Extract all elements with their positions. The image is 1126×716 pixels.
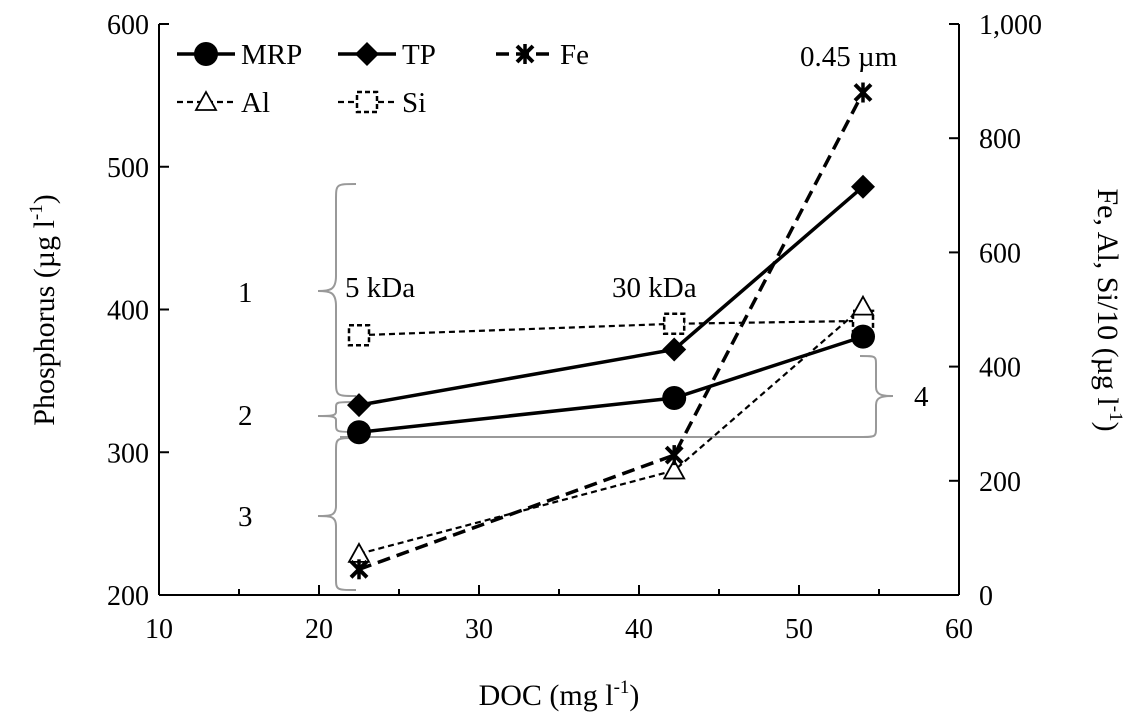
series-layer [347,82,875,580]
marker-shape [662,386,687,411]
legend-item-mrp: MRP [177,39,302,71]
series-line-si [358,319,864,337]
legend-marker [355,42,379,66]
series-mrp [347,324,875,445]
data-point-mrp [347,420,371,445]
y-left-tick-label: 600 [107,10,149,41]
legend-label: Si [402,87,426,119]
marker-shape [194,90,218,111]
y-right-tick-label: 600 [979,238,1021,269]
x-tick-label: 20 [305,614,333,645]
series-line-mrp [358,334,864,435]
bracket-1 [317,183,357,397]
data-point-tp [347,393,371,418]
series-si [347,309,875,347]
ticks: 10 20 30 40 50 60 200 300 400 500 600 0 200 400 600 800… [107,10,1042,645]
y-right-tick-label: 1,000 [979,10,1042,41]
annotation-30kda: 30 kDa [612,272,697,304]
data-point-mrp [662,386,687,411]
marker-shape [347,420,371,445]
legend-marker [515,44,535,64]
data-point-mrp [851,324,875,349]
legend-item-tp: TP [338,39,436,71]
data-point-al [347,542,371,563]
legend-item-fe: Fe [496,39,589,71]
x-axis-title: DOC (mg l-1) [479,677,640,712]
legend-marker [355,90,379,114]
series-fe [349,82,873,580]
marker-shape [851,294,875,316]
legend-label: TP [402,39,436,71]
annotation-1: 1 [238,277,253,309]
marker-shape [194,42,218,66]
brackets [317,183,894,591]
series-al [347,294,875,563]
y-right-axis-title: Fe, Al, Si/10 (µg l-1) [1091,188,1126,431]
marker-shape [347,542,371,563]
data-point-si [662,312,686,336]
data-point-tp [662,337,687,362]
y-left-tick-label: 500 [107,153,149,184]
x-tick-label: 30 [465,614,493,645]
annotation-5kda: 5 kDa [345,272,415,304]
x-tick-label: 50 [785,614,813,645]
bracket-2 [317,401,357,433]
data-point-al [851,294,875,316]
marker-shape [347,323,371,347]
data-point-fe [853,82,873,103]
marker-shape [355,90,379,114]
annotation-2: 2 [238,400,253,432]
legend-label: Fe [560,39,589,71]
legend-label: MRP [241,39,302,71]
marker-shape [347,393,371,418]
data-point-si [347,323,371,347]
data-point-al [662,458,686,480]
y-right-tick-label: 200 [979,467,1021,498]
marker-shape [355,42,379,66]
x-tick-label: 60 [945,614,973,645]
x-tick-label: 10 [145,614,173,645]
bracket-4-line [340,355,894,438]
data-point-fe [349,559,369,580]
axes [158,24,960,596]
annotation-3: 3 [238,501,253,533]
legend-item-si: Si [338,87,426,119]
annotation-045um: 0.45 µm [800,41,898,73]
legend-item-al: Al [177,87,270,119]
data-point-fe [664,445,684,466]
legend-marker [194,90,218,111]
annotation-4: 4 [914,381,929,413]
bracket-3 [317,437,357,591]
y-right-tick-label: 800 [979,124,1021,155]
legend: MRP TP Fe Al Si [177,39,589,119]
data-point-tp [851,174,875,199]
y-left-axis-title: Phosphorus (µg l-1) [26,194,61,425]
y-left-tick-label: 200 [107,581,149,612]
x-tick-label: 40 [625,614,653,645]
legend-marker [194,42,218,66]
series-line-al [358,305,864,555]
marker-shape [851,324,875,349]
y-left-tick-label: 400 [107,296,149,327]
marker-shape [662,458,686,480]
y-right-tick-label: 0 [979,581,993,612]
legend-label: Al [241,87,270,119]
marker-shape [662,337,687,362]
y-right-tick-label: 400 [979,353,1021,384]
marker-shape [662,312,686,336]
y-left-tick-label: 300 [107,438,149,469]
series-tp [347,174,875,418]
marker-shape [851,174,875,199]
series-line-fe [358,91,865,571]
